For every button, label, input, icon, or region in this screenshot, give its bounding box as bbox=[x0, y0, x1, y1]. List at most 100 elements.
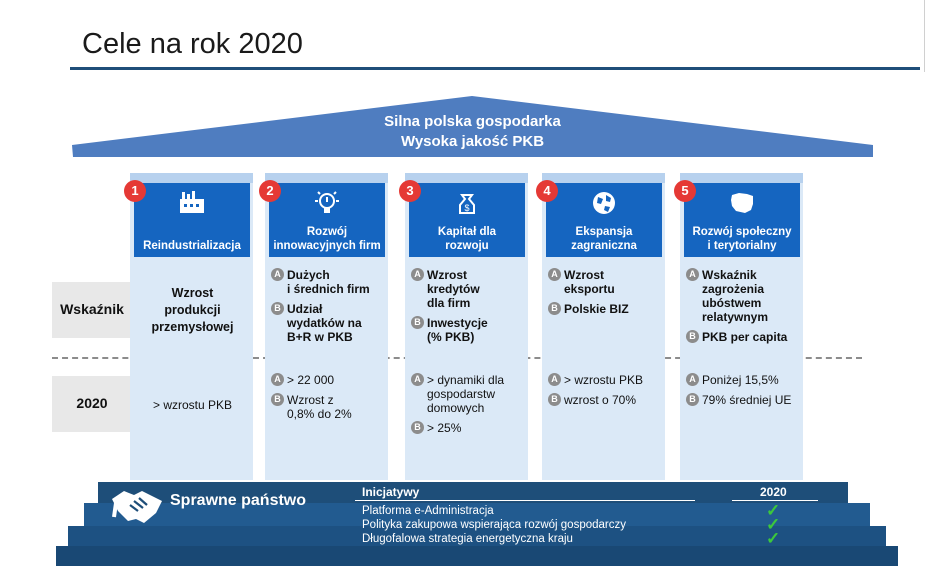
pillar-number: 1 bbox=[124, 180, 146, 202]
badge-b: B bbox=[411, 421, 424, 434]
pillar-number: 4 bbox=[536, 180, 558, 202]
indicator-text: Wzrost eksportu bbox=[564, 268, 615, 296]
target-item: A > 22 000 bbox=[271, 373, 384, 387]
row-label-year: 2020 bbox=[52, 376, 140, 432]
pillar-cap bbox=[542, 173, 665, 183]
target-cell: A > 22 000 B Wzrost z 0,8% do 2% bbox=[271, 373, 384, 427]
badge-b: B bbox=[686, 330, 699, 343]
indicator-text: PKB per capita bbox=[702, 330, 788, 344]
target-text: > wzrostu PKB bbox=[564, 373, 644, 387]
roof-line-2: Wysoka jakość PKB bbox=[400, 133, 545, 150]
badge-a: A bbox=[548, 373, 561, 386]
indicator-text: Wzrost kredytów dla firm bbox=[427, 268, 480, 310]
badge-a: A bbox=[271, 373, 284, 386]
indicator-cell: A Dużych i średnich firm B Udział wydatków… bbox=[271, 268, 384, 350]
indicator-cell: A Wskaźnik zagrożenia ubóstwem relatywnym B… bbox=[686, 268, 799, 350]
factory-icon bbox=[134, 189, 250, 217]
badge-a: A bbox=[411, 373, 424, 386]
header-rule-year bbox=[732, 500, 818, 501]
roof bbox=[72, 96, 873, 157]
initiative-text: Platforma e-Administracja bbox=[362, 505, 494, 517]
base-step-3 bbox=[68, 526, 886, 546]
pillar-number: 2 bbox=[259, 180, 281, 202]
target-cell: A > wzrostu PKB B wzrost o 70% bbox=[548, 373, 661, 413]
target-item: B Wzrost z 0,8% do 2% bbox=[271, 393, 384, 421]
badge-b: B bbox=[271, 302, 284, 315]
target-item: B > 25% bbox=[411, 421, 524, 435]
target-item: B wzrost o 70% bbox=[548, 393, 661, 407]
badge-b: B bbox=[548, 302, 561, 315]
target-item: A Poniżej 15,5% bbox=[686, 373, 799, 387]
pillar-cap bbox=[680, 173, 803, 183]
indicator-item: B Udział wydatków na B+R w PKB bbox=[271, 302, 384, 344]
indicator-text: Wzrost produkcji przemysłowej bbox=[151, 286, 234, 334]
indicator-item: A Dużych i średnich firm bbox=[271, 268, 384, 296]
target-text: > 22 000 bbox=[287, 373, 335, 387]
badge-b: B bbox=[686, 393, 699, 406]
pillar-cap bbox=[130, 173, 253, 183]
check-icon: ✓ bbox=[766, 515, 781, 534]
target-text: Wzrost z 0,8% do 2% bbox=[287, 393, 352, 421]
indicator-item: B Inwestycje (% PKB) bbox=[411, 316, 524, 344]
initiative-text: Polityka zakupowa wspierająca rozwój gos… bbox=[362, 519, 626, 531]
handshake-icon bbox=[112, 491, 162, 523]
pillar-heading: Rozwój innowacyjnych firm bbox=[273, 226, 381, 252]
base-step-1 bbox=[98, 482, 848, 503]
check-icon: ✓ bbox=[766, 529, 781, 548]
pillar-number: 5 bbox=[674, 180, 696, 202]
divider bbox=[924, 0, 925, 72]
indicator-cell: Wzrost produkcji przemysłowej bbox=[136, 285, 249, 336]
target-text: > dynamiki dla gospodarstw domowych bbox=[427, 373, 505, 415]
indicator-cell: A Wzrost kredytów dla firm B Inwestycje (% … bbox=[411, 268, 524, 350]
lightbulb-icon bbox=[269, 189, 385, 217]
poland-map-icon bbox=[684, 189, 800, 217]
indicator-text: Dużych i średnich firm bbox=[287, 268, 370, 296]
badge-b: B bbox=[271, 393, 284, 406]
badge-a: A bbox=[686, 268, 699, 281]
globe-icon bbox=[546, 189, 662, 217]
indicator-text: Udział wydatków na B+R w PKB bbox=[287, 302, 362, 344]
badge-b: B bbox=[411, 316, 424, 329]
indicator-item: A Wzrost kredytów dla firm bbox=[411, 268, 524, 310]
badge-a: A bbox=[686, 373, 699, 386]
target-cell: A Poniżej 15,5% B 79% średniej UE bbox=[686, 373, 799, 413]
check-icon: ✓ bbox=[766, 501, 781, 520]
pillar-number: 3 bbox=[399, 180, 421, 202]
pillar-header: Rozwój społeczny i terytorialny bbox=[684, 183, 800, 257]
pillar-header: Ekspansja zagraniczna bbox=[546, 183, 662, 257]
indicator-cell: A Wzrost eksportu B Polskie BIZ bbox=[548, 268, 661, 322]
target-item: A > wzrostu PKB bbox=[548, 373, 661, 387]
indicator-item: A Wskaźnik zagrożenia ubóstwem relatywnym bbox=[686, 268, 799, 324]
pillar-heading: Kapitał dla rozwoju bbox=[437, 226, 497, 252]
base-step-2 bbox=[84, 503, 870, 526]
pillar-heading: Ekspansja zagraniczna bbox=[571, 226, 637, 252]
indicator-item: B PKB per capita bbox=[686, 330, 799, 344]
badge-a: A bbox=[271, 268, 284, 281]
header-rule bbox=[355, 500, 695, 501]
target-item: B 79% średniej UE bbox=[686, 393, 799, 407]
indicator-item: B Polskie BIZ bbox=[548, 302, 661, 316]
target-text: 79% średniej UE bbox=[702, 393, 792, 407]
pillar-header: Rozwój innowacyjnych firm bbox=[269, 183, 385, 257]
target-cell: > wzrostu PKB bbox=[136, 398, 249, 412]
row-label-indicator: Wskaźnik bbox=[52, 282, 140, 338]
indicator-text: Inwestycje (% PKB) bbox=[427, 316, 488, 344]
pillar-header: Reindustrializacja bbox=[134, 183, 250, 257]
badge-a: A bbox=[411, 268, 424, 281]
initiative-text: Długofalowa strategia energetyczna kraju bbox=[362, 533, 573, 545]
money-bag-icon: $ bbox=[409, 189, 525, 217]
target-item: A > dynamiki dla gospodarstw domowych bbox=[411, 373, 524, 415]
base-step-4 bbox=[56, 546, 898, 566]
svg-text:$: $ bbox=[464, 203, 469, 213]
target-text: > wzrostu PKB bbox=[152, 398, 233, 412]
year-header: 2020 bbox=[760, 485, 787, 499]
title-underline bbox=[70, 67, 920, 70]
pillar-cap bbox=[265, 173, 388, 183]
indicator-text: Wskaźnik zagrożenia ubóstwem relatywnym bbox=[702, 268, 769, 324]
base-label: Sprawne państwo bbox=[170, 492, 307, 509]
pillar-heading: Rozwój społeczny i terytorialny bbox=[692, 226, 792, 252]
page-title: Cele na rok 2020 bbox=[82, 28, 303, 60]
target-text: > 25% bbox=[427, 421, 462, 435]
badge-a: A bbox=[548, 268, 561, 281]
initiatives-header: Inicjatywy bbox=[362, 485, 420, 499]
